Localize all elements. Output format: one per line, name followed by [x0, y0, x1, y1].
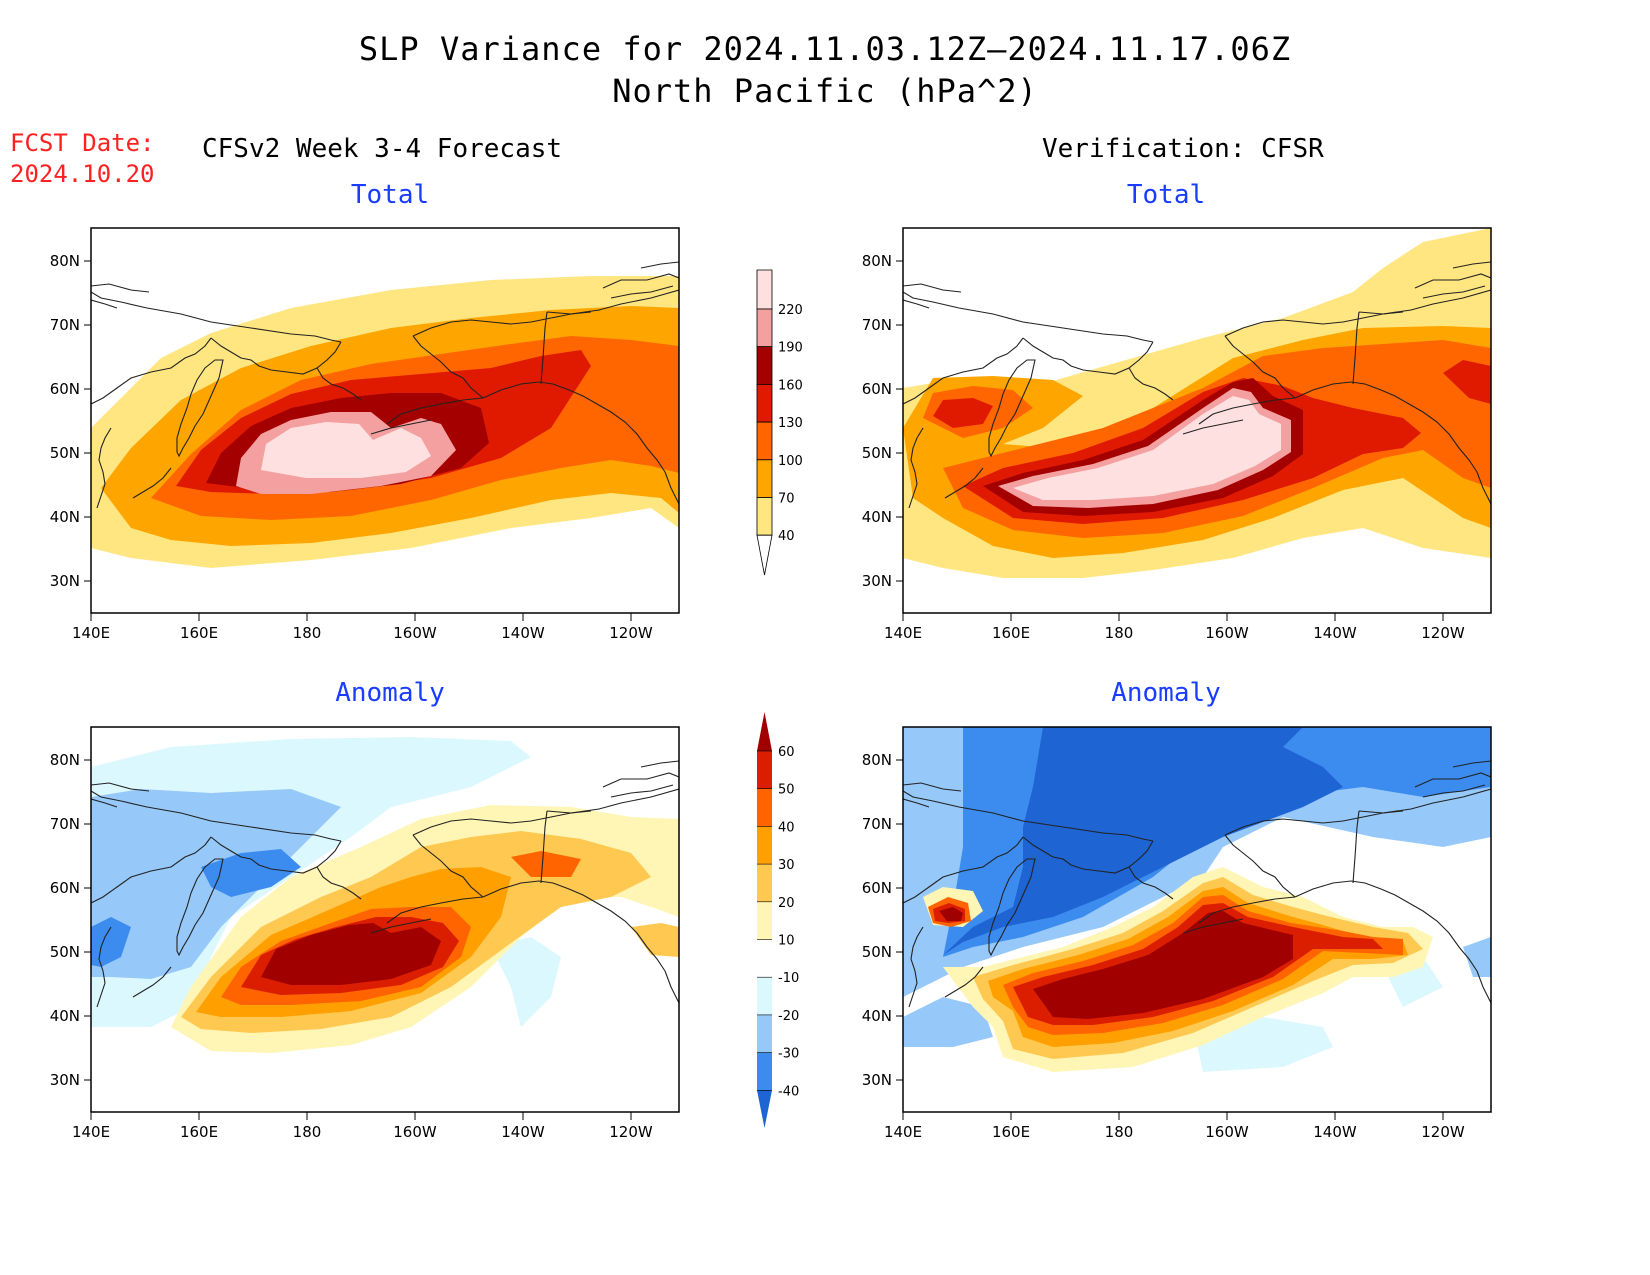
anomaly-colorbar-label: 40	[778, 820, 795, 835]
fcst-date-label: FCST Date:	[10, 129, 155, 157]
anomaly-colorbar-label: 30	[778, 858, 795, 873]
lat-tick-label: 50N	[862, 943, 892, 961]
lat-tick-label: 60N	[50, 380, 80, 398]
total-colorbar-label: 220	[778, 303, 803, 318]
total-colorbar-label: 160	[778, 378, 803, 393]
lon-tick-label: 160W	[1205, 624, 1249, 642]
lon-tick-label: 140W	[1313, 1123, 1357, 1141]
panel-title-verification-anomaly: Anomaly	[1111, 678, 1221, 708]
lon-tick-label: 140E	[884, 624, 922, 642]
lon-tick-label: 160W	[393, 1123, 437, 1141]
anomaly-colorbar-label: 60	[778, 745, 795, 760]
fcst-date-value: 2024.10.20	[10, 160, 155, 188]
lon-tick-label: 140W	[501, 1123, 545, 1141]
lat-tick-label: 40N	[50, 1007, 80, 1025]
lat-tick-label: 40N	[862, 1007, 892, 1025]
lat-tick-label: 50N	[50, 943, 80, 961]
verification-total-map	[903, 228, 1491, 613]
anomaly-colorbar-label: -40	[778, 1084, 799, 1099]
lon-tick-label: 180	[1105, 624, 1134, 642]
total-colorbar-label: 100	[778, 454, 803, 469]
lon-tick-label: 120W	[1421, 624, 1465, 642]
lat-tick-label: 30N	[50, 572, 80, 590]
total-colorbar	[756, 269, 773, 576]
anomaly-colorbar-label: -30	[778, 1047, 799, 1062]
panel-title-forecast-anomaly: Anomaly	[335, 678, 445, 708]
anomaly-colorbar-label: 20	[778, 896, 795, 911]
verification-anomaly-map	[903, 727, 1491, 1112]
lat-tick-label: 40N	[862, 508, 892, 526]
lon-tick-label: 180	[293, 1123, 322, 1141]
lat-tick-label: 80N	[862, 751, 892, 769]
panel-title-forecast-total: Total	[350, 180, 430, 210]
lat-tick-label: 70N	[862, 815, 892, 833]
verification-total-frame	[902, 227, 1492, 614]
total-colorbar-label: 70	[778, 492, 795, 507]
lon-tick-label: 120W	[1421, 1123, 1465, 1141]
lat-tick-label: 70N	[50, 316, 80, 334]
forecast-anomaly-map	[91, 727, 679, 1112]
total-colorbar-label: 130	[778, 416, 803, 431]
lon-tick-label: 180	[293, 624, 322, 642]
anomaly-colorbar-label: 50	[778, 783, 795, 798]
lon-tick-label: 120W	[609, 624, 653, 642]
lat-tick-label: 80N	[50, 252, 80, 270]
anomaly-colorbar-label: -20	[778, 1009, 799, 1024]
lat-tick-label: 60N	[862, 380, 892, 398]
lat-tick-label: 30N	[862, 572, 892, 590]
lat-tick-label: 40N	[50, 508, 80, 526]
lon-tick-label: 140W	[501, 624, 545, 642]
lat-tick-label: 50N	[50, 444, 80, 462]
lon-tick-label: 140E	[72, 624, 110, 642]
lon-tick-label: 160E	[992, 1123, 1030, 1141]
lat-tick-label: 30N	[862, 1071, 892, 1089]
lon-tick-label: 140W	[1313, 624, 1357, 642]
anomaly-colorbar-label: -10	[778, 971, 799, 986]
total-colorbar-label: 190	[778, 341, 803, 356]
forecast-total-map	[91, 228, 679, 613]
lat-tick-label: 70N	[862, 316, 892, 334]
anomaly-colorbar-label: 10	[778, 934, 795, 949]
anomaly-colorbar	[757, 712, 772, 1128]
left-column-title: CFSv2 Week 3-4 Forecast	[202, 134, 563, 164]
main-subtitle: North Pacific (hPa^2)	[612, 72, 1038, 110]
lat-tick-label: 70N	[50, 815, 80, 833]
lat-tick-label: 80N	[50, 751, 80, 769]
main-title: SLP Variance for 2024.11.03.12Z—2024.11.…	[358, 30, 1292, 68]
lat-tick-label: 80N	[862, 252, 892, 270]
total-colorbar-label: 40	[778, 529, 795, 544]
lon-tick-label: 180	[1105, 1123, 1134, 1141]
lat-tick-label: 30N	[50, 1071, 80, 1089]
lon-tick-label: 120W	[609, 1123, 653, 1141]
right-column-title: Verification: CFSR	[1042, 134, 1324, 164]
lon-tick-label: 160E	[992, 624, 1030, 642]
lon-tick-label: 160E	[180, 1123, 218, 1141]
lon-tick-label: 160W	[1205, 1123, 1249, 1141]
verification-anomaly-frame	[902, 726, 1492, 1113]
lon-tick-label: 140E	[72, 1123, 110, 1141]
lon-tick-label: 160E	[180, 624, 218, 642]
panel-title-verification-total: Total	[1126, 180, 1206, 210]
lon-tick-label: 140E	[884, 1123, 922, 1141]
forecast-total-frame	[90, 227, 680, 614]
lat-tick-label: 50N	[862, 444, 892, 462]
forecast-anomaly-frame	[90, 726, 680, 1113]
lat-tick-label: 60N	[50, 879, 80, 897]
lon-tick-label: 160W	[393, 624, 437, 642]
lat-tick-label: 60N	[862, 879, 892, 897]
